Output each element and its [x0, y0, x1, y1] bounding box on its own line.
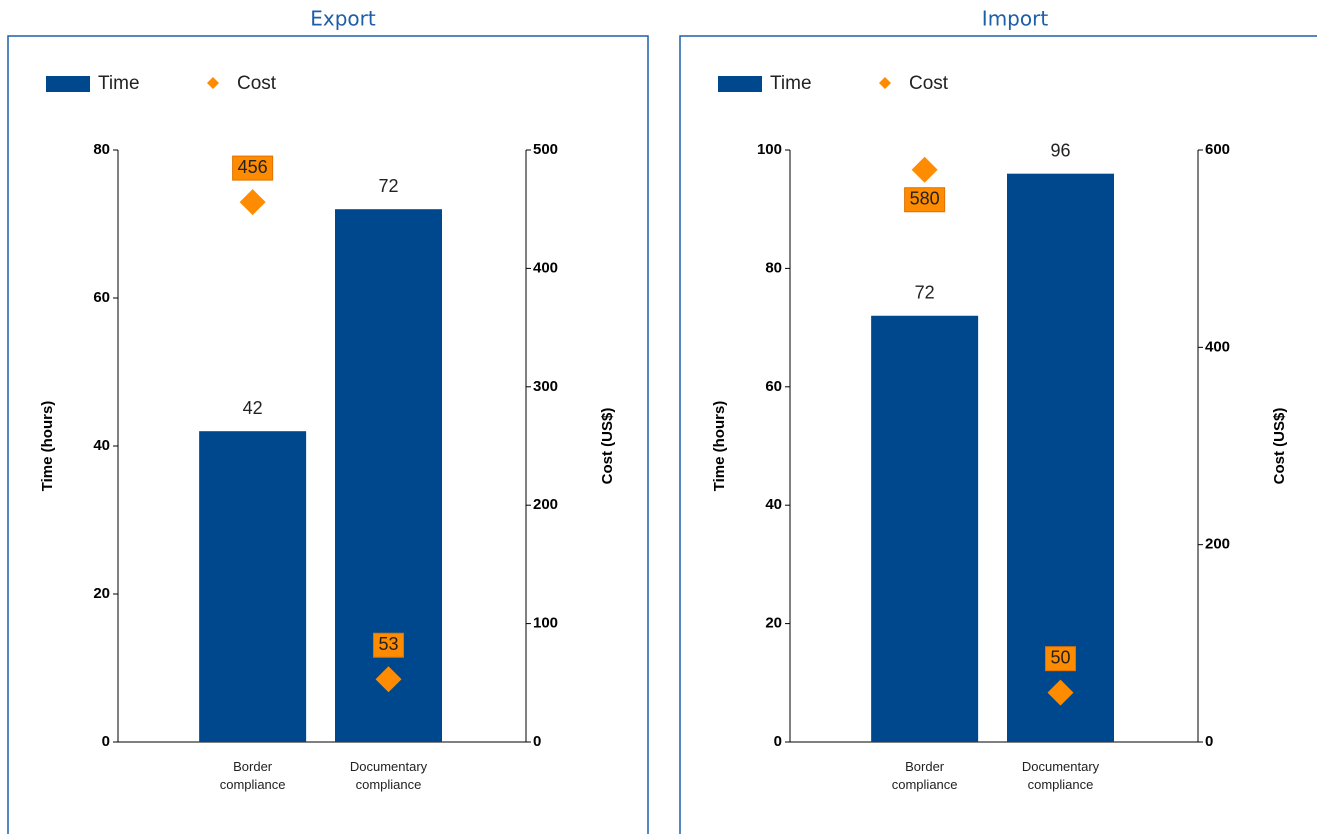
y-tick-label: 40 — [93, 437, 110, 454]
y2-axis-label: Cost (US$) — [599, 408, 616, 485]
y-tick-label: 40 — [765, 496, 782, 513]
value-label: 456 — [238, 157, 268, 177]
cost-marker — [1047, 679, 1074, 706]
y2-tick-label: 0 — [1205, 733, 1213, 750]
x-tick-label: Border compliance — [220, 759, 286, 792]
y-axis-label: Time (hours) — [711, 401, 728, 492]
y2-tick-label: 0 — [533, 733, 541, 750]
label-bg — [904, 187, 946, 213]
y-tick-label: 0 — [774, 733, 782, 750]
value-label-box: 53 — [372, 632, 405, 658]
value-label: 42 — [243, 398, 263, 418]
y2-tick-label: 200 — [533, 496, 558, 513]
legend-label: Time — [98, 73, 140, 94]
x-tick-label: Documentary compliance — [1022, 759, 1100, 792]
chart-title: Import — [982, 7, 1049, 31]
y-tick-label: 80 — [93, 141, 110, 158]
y-tick-label: 100 — [757, 141, 782, 158]
bar — [871, 315, 979, 742]
label-bg — [1044, 646, 1077, 672]
panel-border — [7, 35, 649, 834]
x-tick-label: Border compliance — [892, 759, 958, 792]
label-bg — [232, 155, 274, 181]
cost-marker — [911, 156, 938, 183]
bar — [199, 431, 307, 742]
legend-marker — [879, 77, 891, 89]
y-tick-label: 20 — [765, 615, 782, 632]
cost-marker — [375, 666, 402, 693]
value-label: 72 — [378, 176, 398, 196]
y-tick-label: 60 — [765, 378, 782, 395]
label-bg — [372, 632, 405, 658]
panel-border — [679, 35, 1317, 834]
x-tick-label: Documentary compliance — [350, 759, 428, 792]
chart-title: Export — [310, 7, 376, 31]
y2-axis-label: Cost (US$) — [1271, 408, 1288, 485]
y-tick-label: 60 — [93, 289, 110, 306]
value-label-box: 50 — [1044, 646, 1077, 672]
y-tick-label: 80 — [765, 259, 782, 276]
y-tick-label: 0 — [102, 733, 110, 750]
y2-tick-label: 100 — [533, 615, 558, 632]
bar — [335, 209, 443, 742]
legend-label: Cost — [909, 73, 949, 94]
value-label: 96 — [1050, 140, 1070, 160]
y2-tick-label: 400 — [1205, 338, 1230, 355]
y2-tick-label: 400 — [533, 259, 558, 276]
y2-tick-label: 600 — [1205, 141, 1230, 158]
value-label: 580 — [910, 188, 940, 208]
y-tick-label: 20 — [93, 585, 110, 602]
cost-marker — [239, 189, 266, 216]
legend-label: Time — [770, 73, 812, 94]
legend-label: Cost — [237, 73, 277, 94]
value-label-box: 580 — [904, 187, 946, 213]
legend-marker — [207, 77, 219, 89]
value-label: 50 — [1050, 647, 1070, 667]
y2-tick-label: 200 — [1205, 536, 1230, 553]
value-label-box: 456 — [232, 155, 274, 181]
y2-tick-label: 500 — [533, 141, 558, 158]
y2-tick-label: 300 — [533, 378, 558, 395]
value-label: 72 — [915, 283, 935, 303]
legend-marker — [718, 76, 762, 92]
value-label: 53 — [378, 634, 398, 654]
y-axis-label: Time (hours) — [39, 401, 56, 492]
legend-marker — [46, 76, 90, 92]
